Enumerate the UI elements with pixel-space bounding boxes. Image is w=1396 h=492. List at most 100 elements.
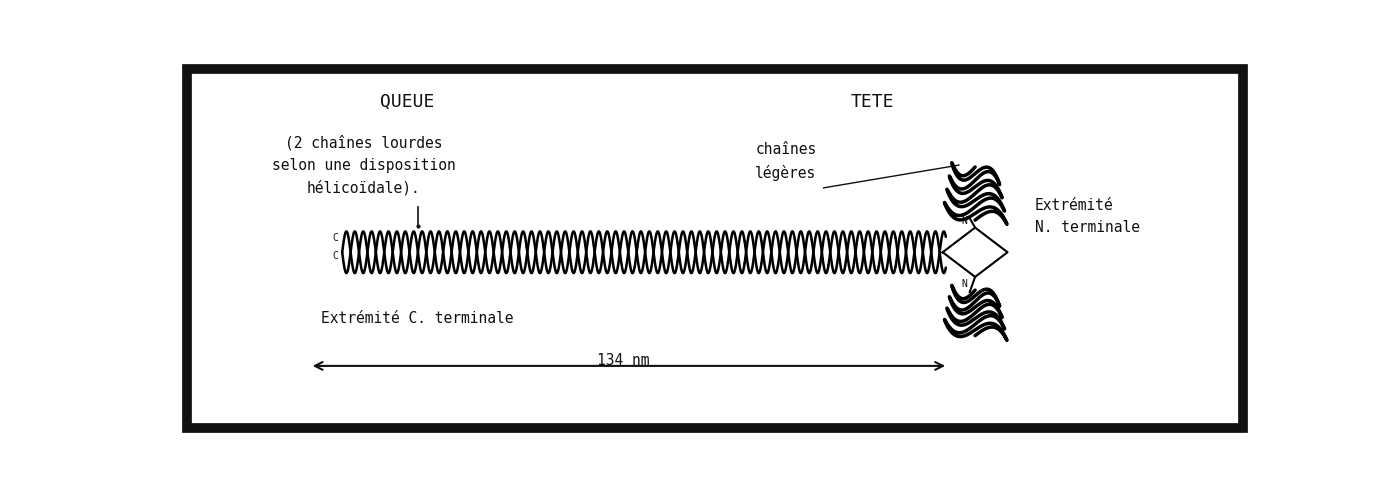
Point — [761, 383, 783, 391]
Point — [511, 272, 533, 279]
Text: C: C — [332, 251, 338, 261]
Point — [272, 119, 295, 127]
Point — [282, 83, 304, 91]
Point — [232, 100, 254, 108]
Point — [842, 274, 864, 281]
Point — [416, 175, 438, 183]
Point — [1134, 250, 1156, 258]
Point — [317, 380, 339, 388]
Point — [807, 365, 829, 372]
Point — [1209, 179, 1231, 186]
Point — [369, 369, 391, 376]
Point — [1164, 215, 1187, 222]
Point — [223, 308, 246, 316]
Point — [697, 306, 719, 313]
Point — [378, 113, 401, 121]
Point — [1026, 348, 1048, 356]
Point — [832, 142, 854, 150]
Point — [995, 148, 1018, 155]
Point — [1118, 223, 1141, 231]
Point — [392, 122, 415, 129]
Point — [388, 197, 410, 205]
Point — [630, 185, 652, 193]
Point — [659, 397, 681, 405]
Point — [221, 290, 243, 298]
Point — [1175, 194, 1198, 202]
Point — [1210, 154, 1233, 162]
Point — [748, 263, 771, 271]
Point — [529, 202, 551, 210]
Point — [976, 289, 998, 297]
Point — [1034, 120, 1057, 128]
Point — [524, 390, 546, 398]
Point — [768, 291, 790, 299]
Point — [303, 66, 325, 74]
Point — [976, 130, 998, 138]
Point — [328, 115, 350, 123]
Point — [843, 91, 866, 98]
Point — [1032, 246, 1054, 254]
Point — [461, 116, 483, 123]
Point — [1082, 371, 1104, 379]
Point — [1011, 259, 1033, 267]
Point — [1012, 333, 1034, 340]
Point — [871, 394, 893, 402]
Text: C: C — [332, 233, 338, 243]
Point — [1188, 161, 1210, 169]
Point — [466, 219, 489, 227]
Point — [942, 397, 965, 404]
Point — [378, 134, 401, 142]
Point — [445, 321, 468, 329]
Point — [951, 73, 973, 81]
Point — [331, 199, 353, 207]
Point — [524, 283, 546, 291]
Point — [306, 381, 328, 389]
Point — [1067, 299, 1089, 307]
Point — [630, 154, 652, 162]
Point — [589, 309, 611, 317]
Point — [723, 394, 745, 401]
Point — [290, 375, 313, 383]
Point — [847, 157, 870, 165]
Point — [585, 323, 607, 331]
Point — [438, 85, 461, 92]
Point — [736, 262, 758, 270]
Point — [1185, 354, 1208, 362]
Point — [987, 141, 1009, 149]
Point — [191, 390, 214, 398]
Point — [843, 80, 866, 88]
Point — [202, 287, 225, 295]
Point — [228, 224, 250, 232]
Text: Extrémité C. terminale: Extrémité C. terminale — [321, 311, 514, 326]
Point — [376, 285, 398, 293]
Point — [190, 154, 212, 161]
Point — [1150, 157, 1173, 165]
Point — [422, 235, 444, 243]
Point — [223, 297, 246, 305]
Point — [570, 300, 592, 308]
Point — [253, 199, 275, 207]
Point — [815, 110, 838, 118]
Point — [1096, 112, 1118, 120]
Text: chaînes
légères: chaînes légères — [755, 142, 817, 181]
Point — [515, 407, 537, 415]
Point — [916, 323, 938, 331]
Point — [1120, 341, 1142, 349]
Point — [218, 146, 240, 154]
Point — [329, 416, 352, 424]
Point — [634, 353, 656, 361]
Point — [480, 257, 503, 265]
Point — [872, 91, 895, 99]
Point — [216, 415, 239, 423]
Point — [207, 284, 229, 292]
Text: Extrémité
N. terminale: Extrémité N. terminale — [1034, 198, 1139, 235]
Point — [1023, 418, 1046, 426]
Point — [521, 102, 543, 110]
Point — [477, 198, 500, 206]
Point — [239, 76, 261, 84]
Point — [563, 84, 585, 92]
Point — [706, 395, 729, 403]
Point — [856, 377, 878, 385]
Point — [1192, 386, 1215, 394]
Point — [558, 135, 581, 143]
